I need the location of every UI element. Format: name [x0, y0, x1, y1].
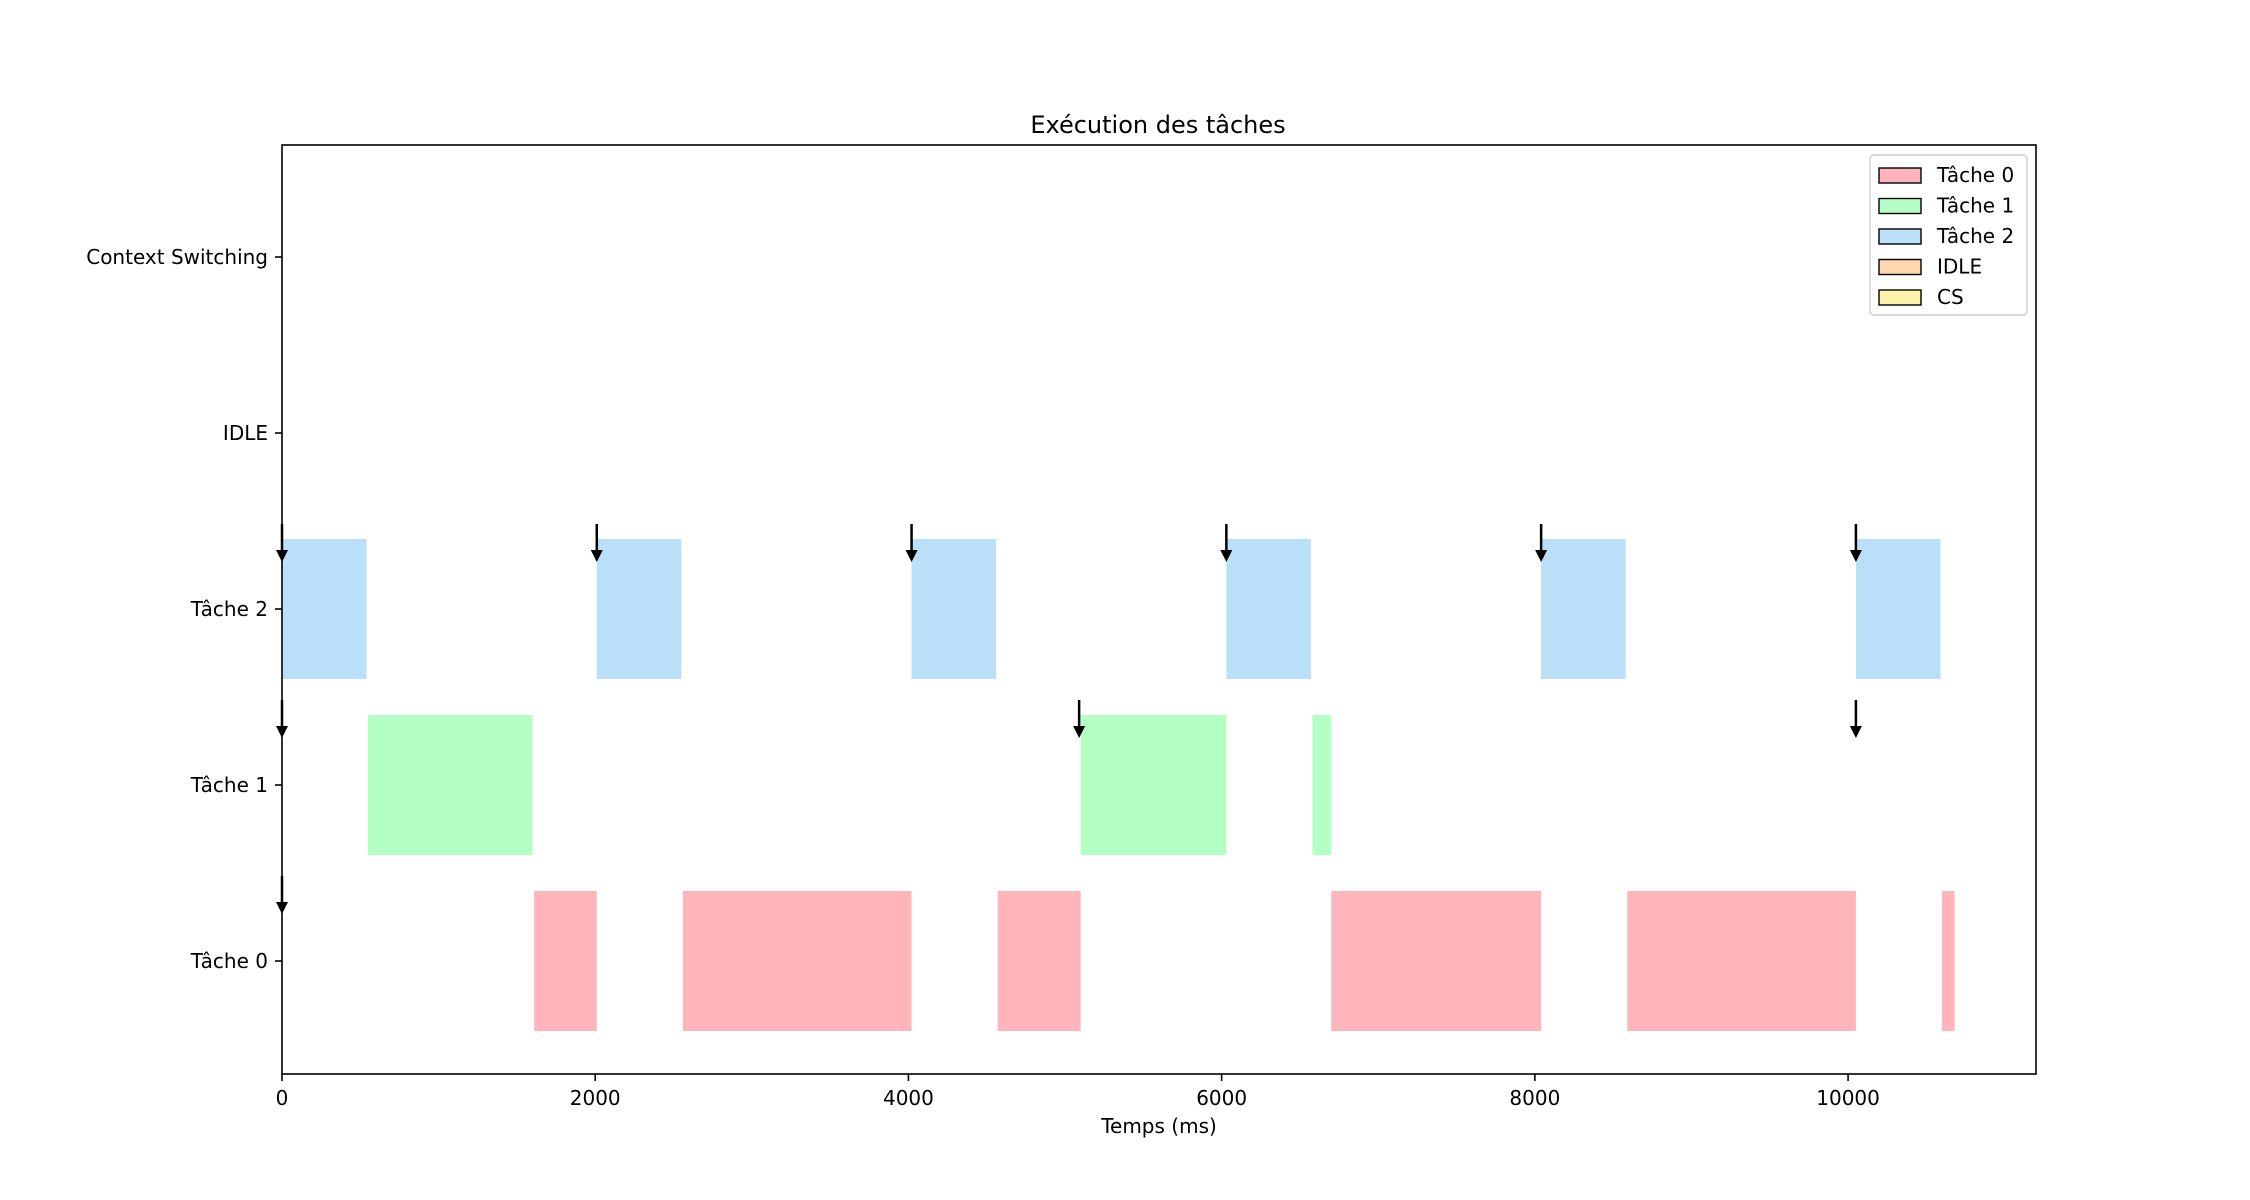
- arrival-arrowhead-4: [1535, 550, 1548, 562]
- y-tick-label-1: Tâche 1: [190, 773, 268, 797]
- legend-swatch-2: [1878, 228, 1922, 245]
- bar-tache-2-3: [1226, 539, 1311, 679]
- arrival-arrowhead-2: [905, 550, 918, 562]
- bar-tache-2-1: [596, 539, 682, 679]
- bar-tache-2-0: [282, 539, 367, 679]
- y-tick-label-4: Context Switching: [86, 245, 268, 269]
- y-tick-label-2: Tâche 2: [190, 597, 268, 621]
- legend-swatch-1: [1878, 197, 1922, 215]
- arrival-arrowhead-3: [1220, 550, 1233, 562]
- legend-swatch-3: [1878, 258, 1922, 276]
- legend-label-1: Tâche 1: [1936, 194, 2014, 218]
- legend-swatch-4: [1878, 289, 1922, 306]
- arrival-arrowhead-5: [1849, 550, 1862, 562]
- legend-label-2: Tâche 2: [1936, 224, 2014, 248]
- y-tick-label-3: IDLE: [223, 421, 268, 445]
- bar-tache-1-8: [1312, 715, 1332, 855]
- bar-tache-1-6: [368, 715, 533, 855]
- legend-label-3: IDLE: [1937, 255, 1982, 279]
- bar-tache-2-5: [1855, 539, 1941, 679]
- x-tick-label-2: 4000: [883, 1086, 934, 1110]
- y-axis: Tâche 0 Tâche 1 Tâche 2 IDLE Context Switchi…: [86, 245, 282, 973]
- x-tick-label-1: 2000: [570, 1086, 621, 1110]
- bar-tache-0-14: [1942, 891, 1955, 1031]
- bar-tache-0-11: [997, 891, 1081, 1031]
- bar-tache-0-13: [1627, 891, 1856, 1031]
- bar-tache-0-9: [534, 891, 597, 1031]
- bar-tache-1-7: [1080, 715, 1227, 855]
- plot-marks: [276, 524, 1955, 1031]
- y-tick-label-0: Tâche 0: [190, 949, 268, 973]
- bar-tache-0-10: [682, 891, 912, 1031]
- legend-label-0: Tâche 0: [1936, 163, 2014, 187]
- chart-title: Exécution des tâches: [1030, 111, 1285, 139]
- legend: Tâche 0 Tâche 1 Tâche 2 IDLE CS: [1869, 154, 2028, 316]
- bar-tache-2-4: [1541, 539, 1626, 679]
- x-tick-label-4: 8000: [1509, 1086, 1560, 1110]
- x-axis-label: Temps (ms): [1100, 1114, 1217, 1138]
- bar-tache-2-2: [911, 539, 997, 679]
- bar-tache-0-12: [1331, 891, 1542, 1031]
- x-axis: 0 2000 4000 6000 8000 10000: [276, 1074, 1880, 1110]
- x-tick-label-0: 0: [276, 1086, 289, 1110]
- arrival-arrowhead-7: [1073, 726, 1086, 738]
- x-tick-label-5: 10000: [1816, 1086, 1880, 1110]
- legend-swatch-0: [1878, 167, 1922, 184]
- legend-label-4: CS: [1937, 285, 1964, 309]
- arrival-arrowhead-8: [1849, 726, 1862, 738]
- x-tick-label-3: 6000: [1196, 1086, 1247, 1110]
- arrival-arrowhead-1: [590, 550, 603, 562]
